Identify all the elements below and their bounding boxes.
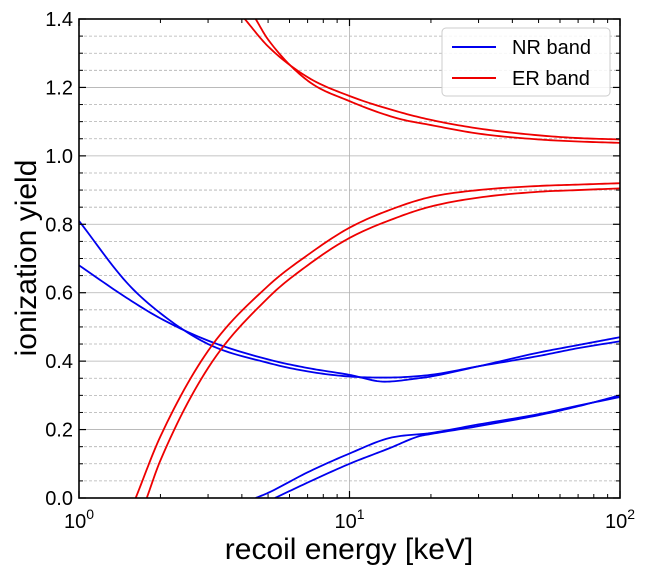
y-tick-label: 0.6 xyxy=(45,283,73,305)
major-gridlines xyxy=(79,19,620,498)
x-tick-label: 101 xyxy=(334,506,364,533)
nr-band-curve-3 xyxy=(274,394,620,498)
y-tick-label: 0.2 xyxy=(45,420,73,442)
nr-band-curve-0 xyxy=(79,220,620,379)
er-band-curve-5 xyxy=(145,187,620,498)
legend-label-er-band: ER band xyxy=(512,68,590,90)
x-tick-labels: 100 101 102 xyxy=(64,506,635,533)
y-tick-label: 0.8 xyxy=(45,214,73,236)
er-band-curve-4 xyxy=(134,182,620,498)
nr-band-curve-2 xyxy=(255,396,620,498)
plot-lines xyxy=(79,19,620,498)
y-tick-label: 0.4 xyxy=(45,351,73,373)
y-tick-label: 1.4 xyxy=(45,9,73,31)
x-tick-label: 102 xyxy=(605,506,635,533)
y-tick-label: 1.2 xyxy=(45,77,73,99)
y-axis-label: ionization yield xyxy=(10,160,43,357)
x-axis-label: recoil energy [keV] xyxy=(225,533,473,566)
tick-marks xyxy=(78,18,621,499)
legend-label-nr-band: NR band xyxy=(512,37,591,59)
x-tick-label: 100 xyxy=(64,506,94,533)
y-tick-label: 1.0 xyxy=(45,146,73,168)
er-band-curve-7 xyxy=(254,19,620,144)
y-tick-label: 0.0 xyxy=(45,488,73,510)
legend: NR band ER band xyxy=(441,27,611,97)
y-tick-labels: 0.0 0.2 0.4 0.6 0.8 1.0 1.2 1.4 xyxy=(45,9,73,510)
nr-band-curve-1 xyxy=(79,264,620,383)
